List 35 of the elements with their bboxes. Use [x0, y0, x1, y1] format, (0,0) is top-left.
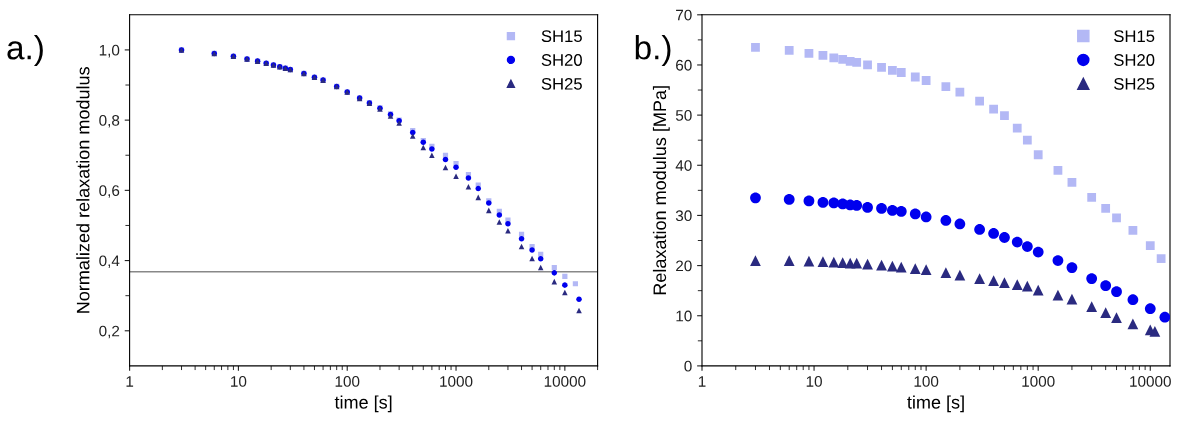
y-tick-label: 50	[675, 109, 692, 121]
y-tick-label: 30	[675, 210, 692, 222]
y-tick-label: 10	[676, 310, 692, 322]
y-tick-label: 70	[676, 9, 692, 21]
x-tick-label: 1000	[440, 376, 473, 387]
x-axis-title: time [s]	[907, 395, 964, 413]
legend-label: SH15	[1114, 30, 1155, 43]
text: b.)	[635, 35, 671, 67]
x-tick-label: 10	[231, 376, 247, 387]
x-tick-label: 100	[335, 376, 360, 387]
y-tick-label: 0,2	[99, 325, 120, 339]
legend-label: SH15	[541, 30, 582, 43]
legend-label: SH20	[541, 54, 582, 66]
y-tick-label: 0	[684, 360, 692, 372]
y-tick-label: 0,4	[99, 255, 120, 269]
x-tick-label: 100	[914, 376, 939, 387]
y-tick-label: 0,6	[99, 185, 120, 198]
x-tick-label: 1	[126, 376, 134, 387]
y-tick-label: 1,0	[99, 44, 120, 58]
legend-label: SH25	[541, 77, 582, 90]
y-tick-label: 40	[675, 160, 692, 171]
y-axis-title: Normalized relaxation modulus	[76, 67, 90, 313]
x-tick-label: 1	[698, 376, 706, 387]
x-axis-title: time [s]	[334, 395, 392, 413]
y-axis-title: Relaxation modulus [MPa]	[652, 86, 670, 295]
y-tick-label: 20	[676, 260, 692, 272]
text: a.)	[7, 35, 43, 67]
y-tick-label: 0,8	[99, 115, 120, 128]
x-tick-label: 10000	[1130, 376, 1171, 387]
legend-label: SH20	[1114, 54, 1155, 66]
x-tick-label: 10000	[544, 376, 586, 387]
legend-label: SH25	[1114, 77, 1155, 90]
y-tick-label: 60	[676, 59, 692, 71]
x-tick-label: 10	[806, 376, 822, 387]
x-tick-label: 1000	[1022, 376, 1055, 387]
